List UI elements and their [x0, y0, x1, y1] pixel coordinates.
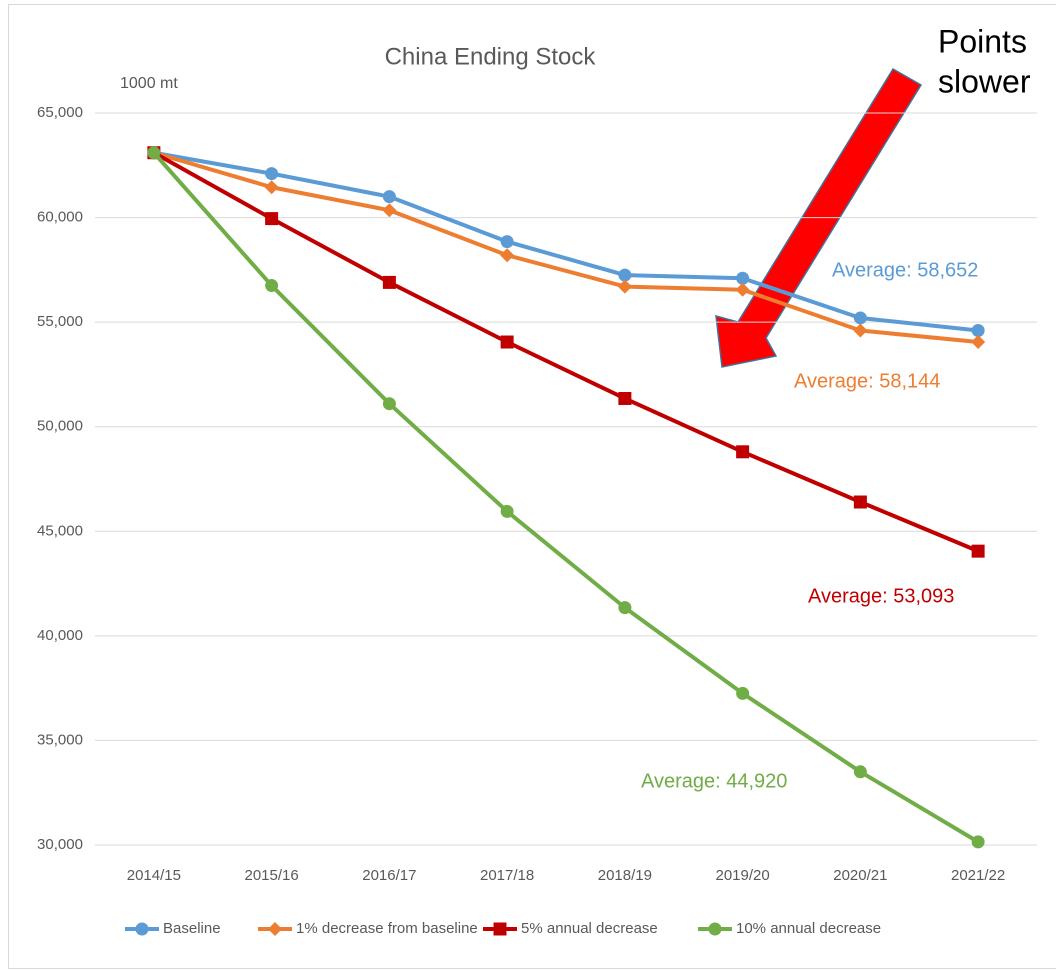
legend-label: 10% annual decrease: [736, 920, 881, 937]
annotation: Average: 53,093: [808, 585, 954, 607]
marker: [853, 323, 868, 338]
marker: [382, 275, 396, 289]
legend-marker: [268, 922, 282, 936]
y-unit-label: 1000 mt: [120, 75, 178, 92]
marker: [500, 504, 514, 518]
series-line: [152, 150, 979, 553]
marker: [500, 248, 515, 263]
x-tick-label: 2021/22: [951, 867, 1005, 884]
x-tick-label: 2020/21: [833, 867, 887, 884]
y-tick-label: 35,000: [37, 731, 83, 748]
marker: [617, 279, 632, 294]
legend-label: 5% annual decrease: [521, 920, 658, 937]
annotation: Average: 58,652: [832, 259, 978, 281]
y-tick-label: 65,000: [37, 104, 83, 121]
series-line: [153, 150, 979, 333]
marker: [265, 167, 279, 181]
marker: [736, 445, 750, 459]
marker: [500, 335, 514, 349]
annotation: Average: 58,144: [794, 370, 940, 392]
marker: [147, 146, 161, 160]
annotation: Points: [938, 23, 1027, 59]
x-tick-label: 2016/17: [362, 867, 416, 884]
legend-marker: [708, 922, 722, 936]
chart-frame: [8, 4, 1056, 969]
x-tick-label: 2015/16: [245, 867, 299, 884]
annotation: slower: [938, 63, 1031, 99]
legend-marker: [135, 922, 149, 936]
legend-label: Baseline: [163, 920, 221, 937]
annotation: Average: 44,920: [641, 770, 787, 792]
y-tick-label: 50,000: [37, 418, 83, 435]
marker: [853, 311, 867, 325]
legend-marker: [493, 922, 507, 936]
marker: [971, 324, 985, 338]
marker: [971, 335, 986, 350]
x-tick-label: 2019/20: [716, 867, 770, 884]
marker: [382, 190, 396, 204]
series-line: [153, 150, 979, 345]
marker: [736, 686, 750, 700]
y-tick-label: 60,000: [37, 209, 83, 226]
marker: [265, 279, 279, 293]
legend-label: 1% decrease from baseline: [296, 920, 478, 937]
y-tick-label: 40,000: [37, 627, 83, 644]
series-line: [152, 151, 980, 844]
marker: [853, 495, 867, 509]
x-tick-label: 2018/19: [598, 867, 652, 884]
marker: [618, 601, 632, 615]
marker: [735, 282, 750, 297]
marker: [382, 203, 397, 218]
marker: [500, 235, 514, 249]
marker: [264, 180, 279, 195]
marker: [853, 765, 867, 779]
marker: [971, 544, 985, 558]
y-tick-label: 45,000: [37, 522, 83, 539]
chart-title: China Ending Stock: [385, 43, 597, 70]
marker: [736, 271, 750, 285]
marker: [618, 268, 632, 282]
marker: [265, 212, 279, 226]
y-tick-label: 55,000: [37, 313, 83, 330]
x-tick-label: 2017/18: [480, 867, 534, 884]
marker: [618, 391, 632, 405]
marker: [971, 835, 985, 849]
marker: [382, 397, 396, 411]
x-tick-label: 2014/15: [127, 867, 181, 884]
y-tick-label: 30,000: [37, 836, 83, 853]
